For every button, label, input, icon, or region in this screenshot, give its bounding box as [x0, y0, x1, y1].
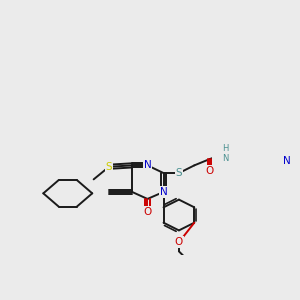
Text: N: N: [283, 156, 290, 166]
Text: N: N: [160, 187, 167, 197]
Text: S: S: [106, 162, 112, 172]
Text: O: O: [175, 237, 183, 247]
Text: S: S: [176, 168, 182, 178]
Text: O: O: [206, 166, 214, 176]
Text: N: N: [144, 160, 151, 170]
Text: O: O: [143, 206, 152, 217]
Text: H
N: H N: [222, 144, 228, 163]
